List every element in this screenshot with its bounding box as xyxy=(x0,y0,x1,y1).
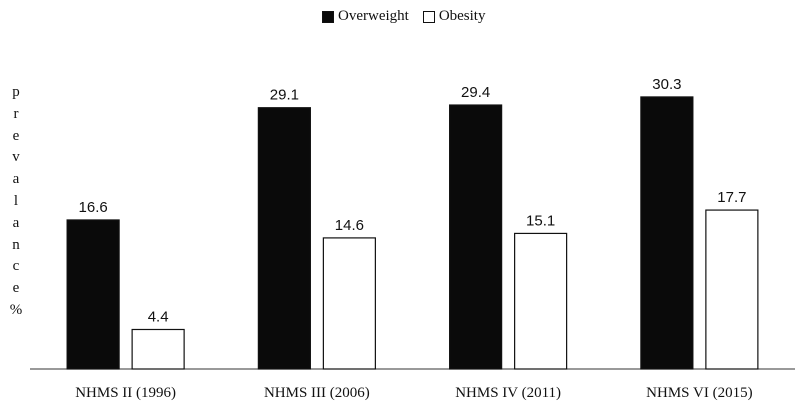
y-axis-label-char: n xyxy=(12,236,20,253)
legend-swatch-overweight xyxy=(322,10,334,23)
y-axis-label-char: e xyxy=(12,280,20,297)
x-tick-label-0: NHMS II (1996) xyxy=(75,385,176,401)
bar-obesity-1 xyxy=(322,237,376,370)
x-tick-label-2: NHMS IV (2011) xyxy=(455,385,561,401)
data-label-obesity-3: 17.7 xyxy=(717,189,746,206)
bar-overweight-1 xyxy=(257,107,311,370)
y-axis-label-char: e xyxy=(12,127,20,144)
x-tick-label-1: NHMS III (2006) xyxy=(264,385,370,401)
y-axis-label-char: c xyxy=(12,258,20,275)
bar-obesity-0 xyxy=(131,328,185,370)
data-label-obesity-0: 4.4 xyxy=(148,308,169,325)
y-axis-label-char: p xyxy=(12,84,20,100)
legend-label-obesity: Obesity xyxy=(438,8,486,24)
bar-overweight-0 xyxy=(66,219,120,370)
legend-label-overweight: Overweight xyxy=(338,8,409,24)
data-label-overweight-0: 16.6 xyxy=(79,199,108,216)
y-axis-label-char: v xyxy=(12,149,20,166)
legend-item-obesity: Obesity xyxy=(422,8,486,25)
bar-overweight-2 xyxy=(449,104,503,370)
data-label-obesity-1: 14.6 xyxy=(335,217,364,234)
y-axis-label-char: a xyxy=(12,214,20,231)
y-axis-label-char: r xyxy=(13,105,19,122)
legend: Overweight Obesity xyxy=(322,8,499,25)
y-axis-label-char: a xyxy=(12,171,20,188)
data-label-overweight-3: 30.3 xyxy=(652,76,681,93)
y-axis-label-char: l xyxy=(13,192,19,209)
x-tick-label-3: NHMS VI (2015) xyxy=(646,385,752,401)
bar-obesity-2 xyxy=(514,232,568,370)
bar-obesity-3 xyxy=(705,209,759,370)
y-axis-label-char: % xyxy=(9,301,23,318)
legend-swatch-obesity xyxy=(422,10,435,23)
y-axis-label: p r e v a l a n c e% xyxy=(8,82,24,322)
bar-overweight-3 xyxy=(640,96,694,370)
data-label-overweight-2: 29.4 xyxy=(461,84,490,101)
legend-item-overweight: Overweight xyxy=(322,8,409,25)
data-label-obesity-2: 15.1 xyxy=(526,212,555,229)
data-label-overweight-1: 29.1 xyxy=(270,87,299,104)
